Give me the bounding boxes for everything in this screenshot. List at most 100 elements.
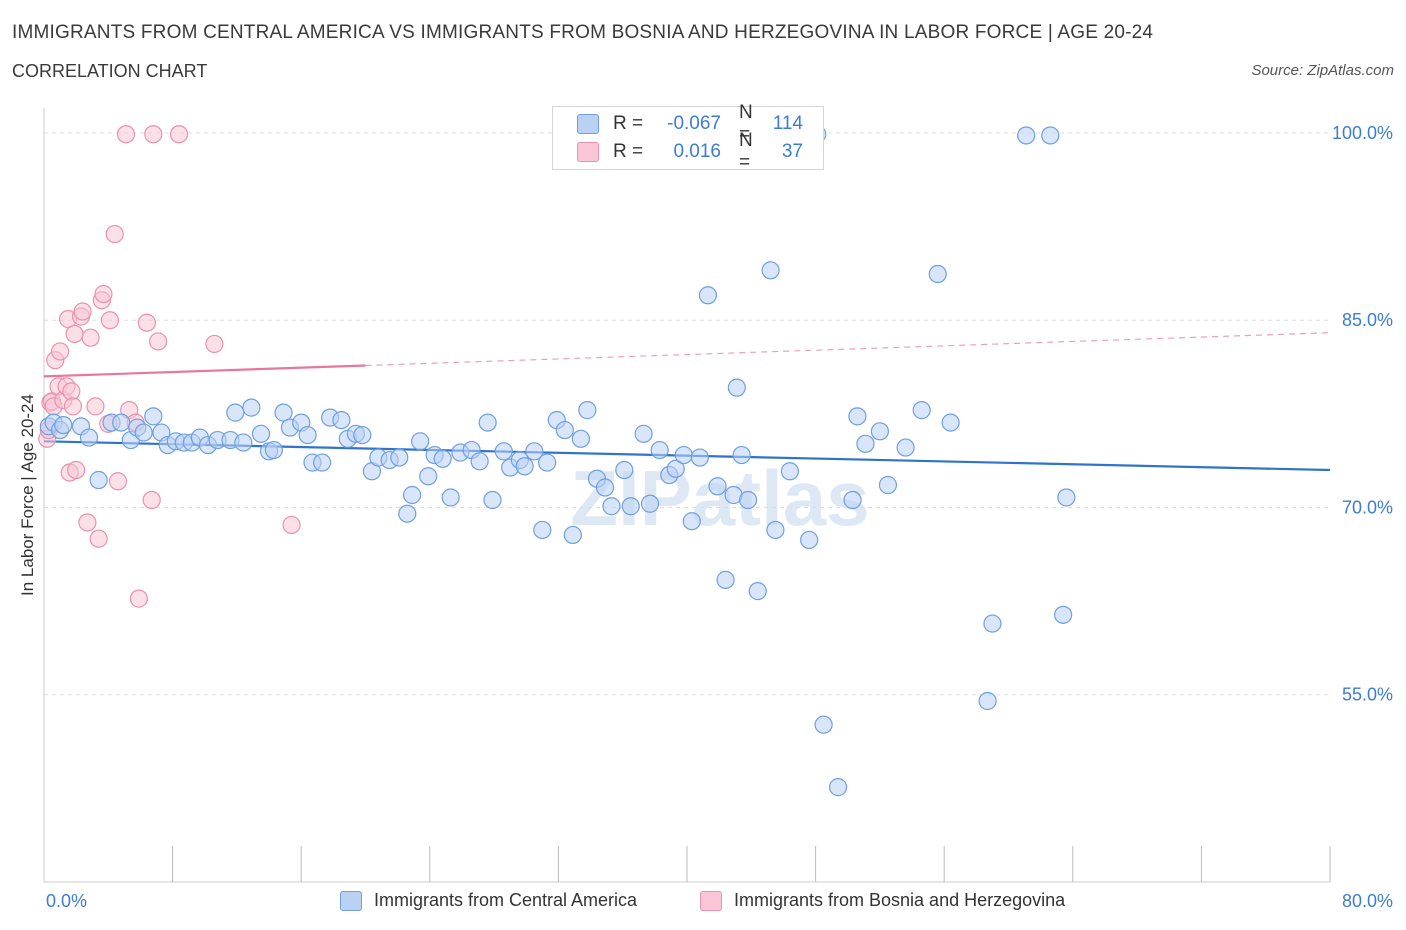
tick-labels: 100.0% 85.0% 70.0% 55.0% 0.0% 80.0% [46, 123, 1393, 911]
data-point-central-america [698, 286, 717, 305]
trend-line-bosnia [43, 364, 366, 378]
data-point-central-america [571, 429, 591, 448]
data-point-central-america [878, 475, 898, 495]
data-point-central-america [848, 407, 867, 426]
data-point-bosnia [67, 460, 86, 480]
data-point-central-america [978, 691, 997, 711]
data-point-central-america [242, 398, 261, 417]
data-point-bosnia [94, 284, 113, 304]
legend-label: Immigrants from Central America [374, 890, 638, 910]
data-point-central-america [1017, 126, 1036, 145]
data-point-bosnia [65, 324, 84, 344]
data-point-central-america [814, 715, 833, 734]
data-point-central-america [870, 422, 890, 441]
stats-legend: R = -0.067 N = 114 R = 0.016 N = 37 [552, 102, 824, 173]
data-point-central-america [708, 477, 727, 496]
legend-swatch-pink [577, 142, 599, 162]
data-point-bosnia [108, 472, 128, 491]
axes [43, 108, 1331, 883]
data-point-bosnia [50, 342, 70, 361]
data-point-central-america [433, 449, 452, 468]
y-tick-label: 85.0% [1342, 310, 1393, 330]
data-point-central-america [748, 582, 767, 601]
data-point-central-america [615, 460, 634, 480]
data-point-central-america [312, 453, 332, 472]
legend-swatch-blue [340, 890, 362, 911]
data-point-central-america [690, 448, 709, 467]
data-point-central-america [578, 401, 597, 420]
data-point-central-america [682, 512, 701, 531]
legend-r-value: -0.067 [667, 113, 721, 134]
data-point-central-america [398, 504, 417, 523]
data-point-bosnia [105, 224, 124, 244]
data-point-central-america [264, 440, 283, 460]
legend-n-label: N = [739, 102, 753, 145]
data-point-central-america [555, 420, 574, 440]
data-point-bosnia [142, 490, 161, 510]
data-point-central-america [134, 423, 153, 442]
data-point-central-america [650, 440, 669, 460]
data-point-central-america [732, 445, 751, 465]
data-point-bosnia [62, 382, 81, 401]
data-point-bosnia [73, 302, 92, 321]
data-point-central-america [621, 497, 640, 516]
data-point-central-america [716, 570, 735, 589]
data-point-central-america [602, 497, 621, 516]
data-point-central-america [112, 413, 131, 432]
data-point-central-america [403, 485, 422, 505]
data-point-central-america [1057, 488, 1076, 507]
data-point-bosnia [89, 529, 108, 548]
data-point-central-america [332, 410, 351, 430]
legend-r-value: 0.016 [673, 141, 721, 162]
data-point-central-america [353, 425, 372, 445]
data-point-central-america [666, 459, 685, 478]
legend-swatch-pink [700, 890, 722, 911]
legend-n-value: 37 [781, 141, 803, 162]
data-point-central-america [419, 467, 438, 486]
legend-n-label: N = [739, 130, 753, 173]
data-point-bosnia [149, 332, 168, 351]
legend-n-value: 114 [772, 113, 803, 134]
data-point-central-america [674, 445, 693, 465]
x-tick-label: 80.0% [1342, 891, 1393, 911]
y-tick-label: 70.0% [1342, 497, 1393, 517]
chart-subtitle: CORRELATION CHART [12, 61, 208, 81]
data-point-central-america [525, 442, 544, 461]
data-point-central-america [144, 407, 163, 426]
chart-title: IMMIGRANTS FROM CENTRAL AMERICA VS IMMIG… [12, 22, 1154, 43]
data-point-central-america [928, 264, 947, 284]
data-point-central-america [89, 470, 108, 490]
data-point-bosnia [100, 311, 120, 330]
source-label: Source: ZipAtlas.com [1251, 62, 1394, 79]
data-point-central-america [912, 401, 931, 420]
legend-swatch-blue [577, 114, 599, 134]
data-point-central-america [738, 490, 758, 510]
data-point-central-america [441, 488, 460, 507]
data-point-central-america [470, 452, 489, 471]
data-point-central-america [634, 424, 653, 443]
data-point-bosnia [86, 397, 105, 416]
data-point-central-america [640, 494, 660, 513]
data-point-central-america [800, 530, 819, 550]
data-point-central-america [234, 433, 253, 452]
data-point-bosnia [81, 328, 100, 347]
data-point-central-america [79, 428, 99, 447]
data-point-central-america [856, 434, 875, 453]
x-tick-label: 0.0% [46, 891, 87, 911]
data-point-central-america [515, 457, 534, 476]
data-point-central-america [563, 525, 582, 545]
data-point-central-america [896, 438, 915, 457]
data-point-central-america [533, 520, 552, 540]
data-point-central-america [761, 261, 780, 280]
data-point-bosnia [78, 513, 97, 532]
data-point-bosnia [129, 589, 148, 608]
data-point-central-america [1054, 605, 1073, 624]
legend-row-central-america: R = -0.067 N = 114 [577, 102, 803, 145]
legend-r-label: R = [613, 141, 644, 162]
data-point-central-america [780, 462, 799, 481]
data-point-bosnia [116, 125, 136, 144]
data-point-central-america [411, 432, 430, 451]
data-point-bosnia [169, 125, 189, 144]
data-point-bosnia [63, 397, 83, 416]
data-point-central-america [766, 520, 785, 540]
